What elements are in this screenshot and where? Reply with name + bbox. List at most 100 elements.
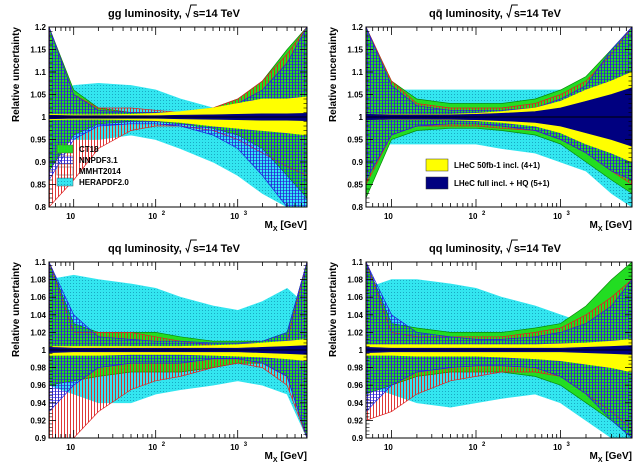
- y-tick-label: 0.85: [30, 181, 46, 190]
- y-tick-label: 1.08: [347, 276, 363, 285]
- chart-panel-1: 0.8 0.85 0.9 0.95 1 1.05 1.1 1.15 1.2 10 10 2 10 3 MX …: [11, 4, 308, 233]
- x-tick-label: 10: [553, 443, 562, 452]
- x-tick-label: 10: [148, 212, 157, 221]
- y-tick-label: 0.98: [347, 364, 363, 373]
- x-axis-label: MX [GeV]: [265, 220, 307, 233]
- bands: [49, 262, 307, 438]
- legend-swatch: [56, 144, 74, 154]
- y-tick-label: 0.9: [352, 158, 364, 167]
- y-tick-label: 1.02: [30, 328, 46, 337]
- y-tick-label: 0.96: [347, 381, 363, 390]
- x-axis-label: MX [GeV]: [590, 451, 632, 463]
- x-tick-label: 10: [230, 212, 239, 221]
- y-tick-label: 0.92: [347, 416, 363, 425]
- y-tick-label: 1: [42, 346, 47, 355]
- y-tick-label: 1: [42, 113, 47, 122]
- y-tick-label: 1.04: [30, 311, 46, 320]
- sqrt-sign: [185, 239, 197, 254]
- x-tick-label: 10: [384, 443, 393, 452]
- y-tick-label: 1.1: [352, 258, 364, 267]
- legend-label: LHeC full incl. + HQ (5+1): [454, 179, 550, 188]
- y-tick-label: 1: [359, 346, 364, 355]
- bands: [366, 27, 632, 207]
- band-nnpdf3-1: [366, 27, 632, 181]
- y-tick-label: 1.06: [30, 293, 46, 302]
- x-tick-exponent: 3: [567, 442, 571, 448]
- bands: [366, 262, 632, 438]
- legend-swatch: [56, 155, 74, 165]
- y-tick-label: 0.98: [30, 364, 46, 373]
- y-axis-label: Relative uncertainty: [328, 262, 339, 357]
- bands: [49, 27, 307, 207]
- chart-title: qq̄ luminosity, s=14 TeV: [429, 8, 562, 20]
- y-tick-label: 1.05: [347, 91, 363, 100]
- sqrt-sign: [506, 239, 518, 254]
- x-tick-exponent: 2: [482, 442, 486, 448]
- y-tick-label: 0.92: [30, 416, 46, 425]
- x-tick-exponent: 2: [162, 442, 166, 448]
- y-tick-label: 1.2: [352, 23, 364, 32]
- legend-label: MMHT2014: [79, 167, 121, 176]
- legend-swatch: [56, 177, 74, 187]
- legend-swatch: [425, 158, 449, 172]
- y-tick-label: 0.95: [30, 136, 46, 145]
- y-tick-label: 0.8: [352, 203, 364, 212]
- y-tick-label: 0.95: [347, 136, 363, 145]
- y-tick-label: 1.15: [347, 46, 363, 55]
- y-tick-label: 0.8: [35, 203, 47, 212]
- x-tick-label: 10: [66, 443, 75, 452]
- y-tick-label: 0.9: [35, 158, 47, 167]
- y-tick-label: 1.06: [347, 293, 363, 302]
- chart-title: qq luminosity, s=14 TeV: [108, 243, 241, 255]
- chart-panel-2: 0.8 0.85 0.9 0.95 1 1.05 1.1 1.15 1.2 10 10 2 10 3 MX …: [328, 4, 633, 233]
- legend-swatch: [56, 166, 74, 176]
- x-axis-label: MX [GeV]: [590, 220, 632, 233]
- x-tick-label: 10: [66, 212, 75, 221]
- legend: LHeC 50fb-1 incl. (4+1) LHeC full incl. +…: [425, 158, 550, 190]
- x-tick-exponent: 3: [244, 211, 248, 217]
- y-axis-label: Relative uncertainty: [11, 262, 22, 357]
- sqrt-sign: [185, 4, 197, 19]
- x-tick-exponent: 2: [162, 211, 166, 217]
- y-tick-label: 0.94: [347, 399, 363, 408]
- y-tick-label: 1.04: [347, 311, 363, 320]
- chart-title: gg luminosity, s=14 TeV: [108, 8, 241, 20]
- x-tick-label: 10: [230, 443, 239, 452]
- y-tick-label: 1.05: [30, 91, 46, 100]
- x-tick-exponent: 3: [244, 442, 248, 448]
- legend-label: NNPDF3.1: [79, 156, 118, 165]
- legend-label: LHeC 50fb-1 incl. (4+1): [454, 161, 540, 170]
- y-axis-label: Relative uncertainty: [11, 27, 22, 122]
- y-tick-label: 1.15: [30, 46, 46, 55]
- y-tick-label: 1.08: [30, 276, 46, 285]
- y-tick-label: 1.02: [347, 328, 363, 337]
- y-tick-label: 0.9: [352, 434, 364, 443]
- y-tick-label: 1: [359, 113, 364, 122]
- y-tick-label: 1.1: [35, 258, 47, 267]
- x-tick-label: 10: [384, 212, 393, 221]
- x-tick-exponent: 2: [482, 211, 486, 217]
- x-tick-label: 10: [148, 443, 157, 452]
- x-tick-exponent: 3: [567, 211, 571, 217]
- legend-swatch: [425, 176, 449, 190]
- chart-title: qq luminosity, s=14 TeV: [429, 243, 562, 255]
- y-tick-label: 1.1: [35, 68, 47, 77]
- chart-panel-3: 0.9 0.92 0.94 0.96 0.98 1 1.02 1.04 1.06 1.08 1.1 1…: [11, 239, 308, 463]
- band-lhec-50fb-1-incl-4-1-: [366, 339, 632, 373]
- legend-label: HERAPDF2.0: [79, 178, 129, 187]
- x-axis-label: MX [GeV]: [265, 451, 307, 463]
- y-tick-label: 0.9: [35, 434, 47, 443]
- x-tick-label: 10: [553, 212, 562, 221]
- x-tick-label: 10: [469, 212, 478, 221]
- y-axis-label: Relative uncertainty: [328, 27, 339, 122]
- y-tick-label: 0.96: [30, 381, 46, 390]
- y-tick-label: 1.2: [35, 23, 47, 32]
- legend: CT18 NNPDF3.1 MMHT2014 HERAPDF2.0: [56, 144, 129, 187]
- sqrt-sign: [506, 4, 518, 19]
- x-tick-label: 10: [469, 443, 478, 452]
- y-tick-label: 1.1: [352, 68, 364, 77]
- y-tick-label: 0.85: [347, 181, 363, 190]
- y-tick-label: 0.94: [30, 399, 46, 408]
- chart-panel-4: 0.9 0.92 0.94 0.96 0.98 1 1.02 1.04 1.06 1.08 1.1 1…: [328, 239, 633, 463]
